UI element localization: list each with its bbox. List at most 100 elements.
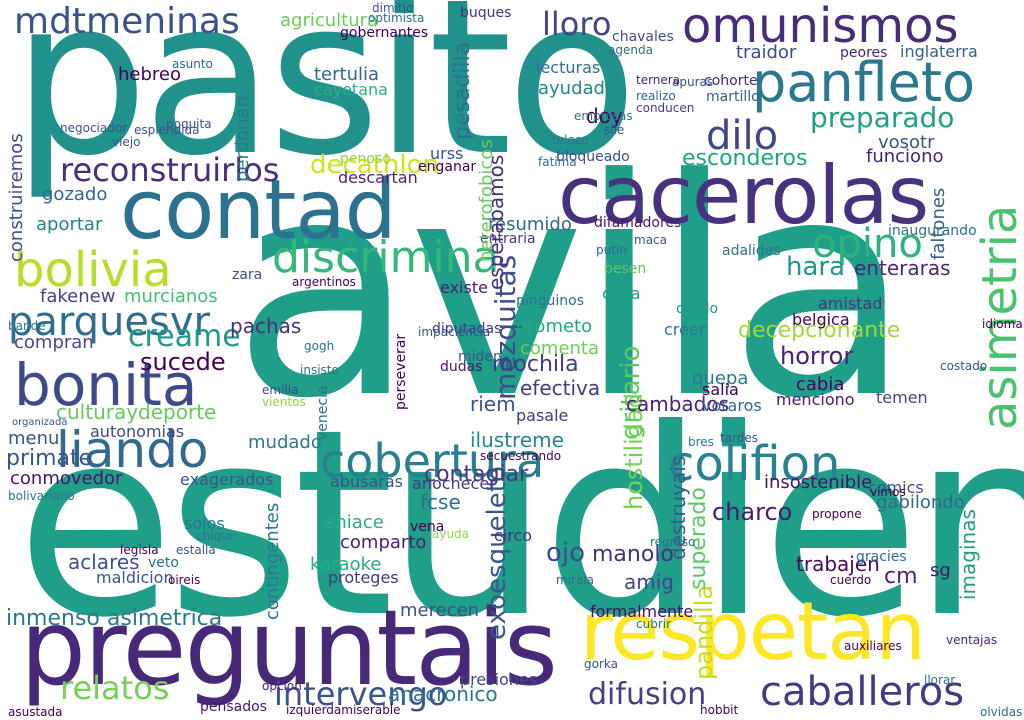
cloud-word: gozado (42, 184, 108, 205)
cloud-word: conducen (636, 101, 695, 115)
cloud-word: mochila (492, 352, 579, 377)
cloud-word: insisto (300, 363, 339, 377)
cloud-word: belgica (792, 310, 850, 329)
cloud-word: horror (780, 342, 854, 370)
cloud-word: opino (812, 221, 923, 267)
cloud-word: bolivariano (8, 489, 75, 503)
cloud-word: zara (232, 267, 263, 283)
cloud-word: merecen (400, 600, 480, 621)
cloud-word: prometo (516, 316, 593, 337)
cloud-word: gracies (856, 549, 907, 565)
cloud-word: murcianos (124, 286, 218, 307)
cloud-word: gorka (584, 657, 618, 671)
cloud-word: heterofobicos (476, 139, 497, 262)
cloud-word: exagerados (180, 470, 274, 489)
cloud-word: descartan (338, 168, 418, 187)
cloud-word: tardes (720, 431, 759, 445)
cloud-word: esconderos (682, 146, 808, 171)
cloud-word: empresas (574, 109, 633, 123)
cloud-word: organizada (12, 417, 68, 428)
cloud-word: chavales (612, 29, 674, 45)
cloud-word: estudien (16, 374, 1024, 674)
cloud-word: mudado (248, 432, 322, 453)
cloud-word: preguntais (20, 587, 558, 709)
cloud-word: cabia (796, 374, 845, 395)
cloud-word: anochecer (412, 474, 496, 493)
cloud-word: pasale (516, 406, 569, 425)
cloud-word: miden (458, 349, 502, 365)
cloud-word: fakenew (40, 286, 116, 307)
cloud-word: pensados (200, 699, 267, 715)
cloud-word: proteges (328, 568, 399, 587)
cloud-word: preparado (810, 101, 955, 134)
cloud-word: chiqui (196, 529, 233, 543)
cloud-word: cacerolas (558, 149, 929, 242)
cloud-word: maldicion (96, 568, 174, 587)
cloud-word: olvido (676, 301, 719, 317)
cloud-word: doy (586, 104, 623, 128)
cloud-word: enteraras (854, 256, 951, 280)
cloud-word: idioma (982, 317, 1023, 331)
cloud-word: pinguinos (516, 293, 585, 309)
cloud-word: ojo (546, 538, 586, 568)
cloud-word: ventajas (946, 633, 998, 647)
cloud-word: regreso (650, 535, 696, 549)
cloud-word: charco (712, 498, 793, 526)
cloud-word: cambados (626, 392, 730, 416)
cloud-word: lecturas (536, 58, 601, 77)
cloud-word: menciono (776, 390, 855, 409)
cloud-word: caballeros (760, 669, 965, 715)
cloud-word: temen (876, 388, 928, 407)
cloud-word: bande (8, 319, 46, 333)
cloud-word: solos (184, 514, 225, 533)
cloud-word: bloqueado (556, 149, 630, 165)
cloud-word: agricultura (280, 10, 379, 31)
cloud-word: difusion (588, 677, 707, 712)
cloud-word: liando (56, 421, 209, 479)
cloud-word: opcion (262, 679, 302, 693)
cloud-word: reconstruirlos (60, 151, 280, 189)
cloud-word: colifion (668, 436, 841, 492)
cloud-word: gogh (304, 339, 335, 353)
cloud-word: cuerdo (830, 573, 872, 587)
cloud-word: sniace (326, 512, 384, 533)
cloud-word: dilo (706, 113, 779, 159)
cloud-word: votaros (702, 396, 762, 415)
cloud-word: comenta (520, 338, 600, 359)
cloud-word: dudas (440, 359, 483, 375)
cloud-word: omunismos (682, 0, 959, 54)
cloud-word: ayuda (432, 527, 470, 541)
cloud-word: inmenso asimetrica (6, 606, 223, 631)
cloud-word: agenda (608, 43, 653, 57)
cloud-word: cubrir (636, 617, 672, 631)
cloud-word: peores (840, 45, 888, 61)
cloud-word: contingentes (262, 502, 283, 620)
cloud-word: sile (604, 123, 625, 137)
cloud-word: salia (702, 380, 739, 399)
cloud-word: riem (470, 392, 516, 416)
cloud-word: emilia (262, 383, 299, 397)
cloud-word: imaginas (956, 509, 980, 600)
cloud-word: presiones (460, 670, 538, 689)
cloud-word: optimista (368, 11, 425, 25)
cloud-word: vosotr (878, 132, 935, 153)
cloud-word: difamadores (594, 215, 682, 231)
cloud-word: comics (868, 478, 924, 497)
cloud-word: perdonan (232, 96, 253, 182)
cloud-word: anacronico (388, 682, 498, 706)
cloud-word: cobertura (320, 434, 545, 488)
cloud-word: karaoke (310, 554, 382, 575)
cloud-word: mdtmeninas (14, 1, 240, 42)
cloud-word: adalides (722, 243, 781, 259)
cloud-word: legisla (120, 543, 159, 557)
cloud-word: cm (884, 564, 918, 589)
cloud-word: cona (602, 284, 641, 303)
cloud-word: pasito (12, 0, 638, 203)
cloud-word: aclares (68, 550, 140, 574)
cloud-word: impaciencia (418, 325, 491, 339)
cloud-word: sg (930, 560, 951, 581)
cloud-word: secuestrando (480, 449, 562, 463)
cloud-word: hara (786, 252, 846, 282)
cloud-word: relatos (60, 669, 170, 707)
cloud-word: formalmente (590, 602, 694, 621)
